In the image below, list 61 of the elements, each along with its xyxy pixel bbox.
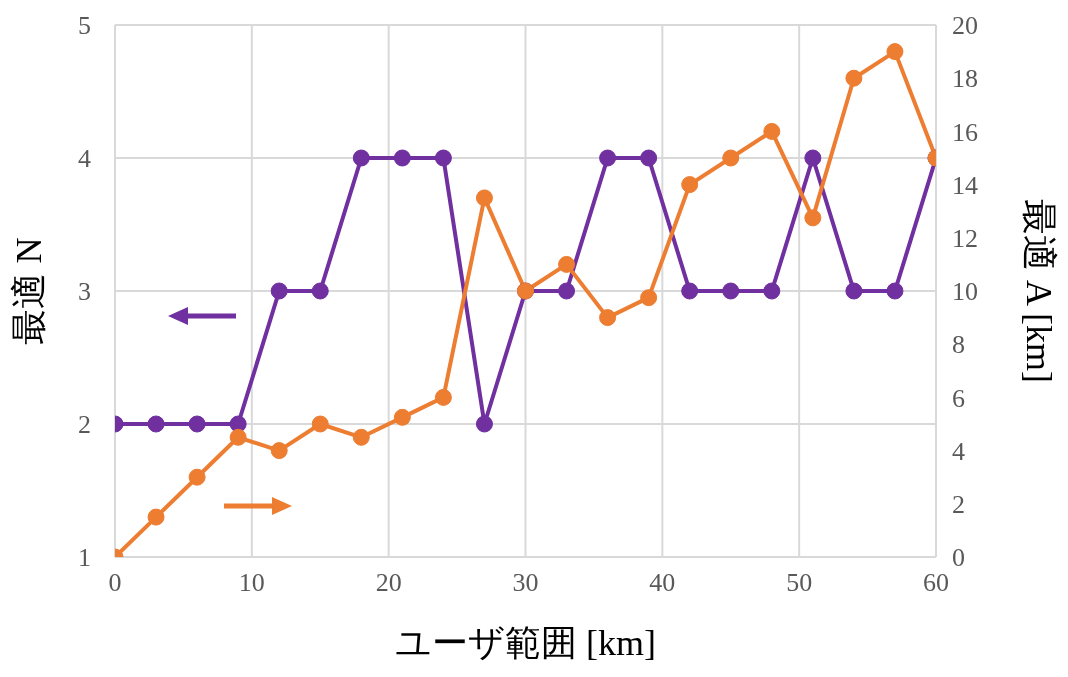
x-tick-label: 30 [512, 568, 539, 598]
point [558, 255, 576, 273]
point [311, 282, 329, 300]
point [845, 282, 863, 300]
point [229, 428, 247, 446]
point [886, 282, 904, 300]
point [475, 415, 493, 433]
y-tick-label: 4 [78, 144, 91, 174]
point [804, 149, 822, 167]
y2-tick-label: 4 [952, 436, 965, 466]
y2-tick-label: 12 [952, 224, 978, 254]
point [804, 209, 822, 227]
y-tick-label: 3 [78, 277, 91, 307]
x-axis-title: ユーザ範囲 [km] [395, 623, 656, 663]
x-tick-label: 40 [649, 568, 676, 598]
y-tick-label: 1 [78, 543, 91, 573]
point [722, 149, 740, 167]
y2-tick-label: 0 [952, 543, 965, 573]
point [188, 415, 206, 433]
x-tick-label: 10 [238, 568, 265, 598]
point [558, 282, 576, 300]
point [270, 442, 288, 460]
y2-tick-label: 10 [952, 277, 978, 307]
point [311, 415, 329, 433]
y-axis-title: 最適 N [8, 237, 49, 345]
y2-tick-label: 6 [952, 383, 965, 413]
point [599, 149, 617, 167]
point [352, 428, 370, 446]
point [845, 69, 863, 87]
point [681, 176, 699, 194]
point [640, 149, 658, 167]
point [393, 408, 411, 426]
y2-tick-label: 18 [952, 64, 978, 94]
point [188, 468, 206, 486]
y2-tick-label: 20 [952, 11, 978, 41]
point [270, 282, 288, 300]
point [763, 122, 781, 140]
x-tick-label: 0 [108, 568, 122, 598]
x-tick-label: 60 [923, 568, 949, 598]
point [599, 309, 617, 327]
point [434, 388, 452, 406]
point [147, 508, 165, 526]
point [640, 289, 658, 307]
point [681, 282, 699, 300]
point [393, 149, 411, 167]
point [722, 282, 740, 300]
y2-axis-title: 最適 A [km] [1019, 199, 1060, 383]
y2-tick-label: 2 [952, 490, 965, 520]
y-tick-label: 2 [78, 410, 91, 440]
x-tick-label: 20 [375, 568, 402, 598]
point [763, 282, 781, 300]
y2-tick-label: 14 [952, 170, 978, 200]
y-tick-label: 5 [78, 11, 91, 41]
point [886, 43, 904, 61]
point [434, 149, 452, 167]
point [147, 415, 165, 433]
x-tick-label: 50 [786, 568, 813, 598]
point [352, 149, 370, 167]
y2-tick-label: 16 [952, 117, 978, 147]
y2-tick-label: 8 [952, 330, 965, 360]
point [475, 189, 493, 207]
